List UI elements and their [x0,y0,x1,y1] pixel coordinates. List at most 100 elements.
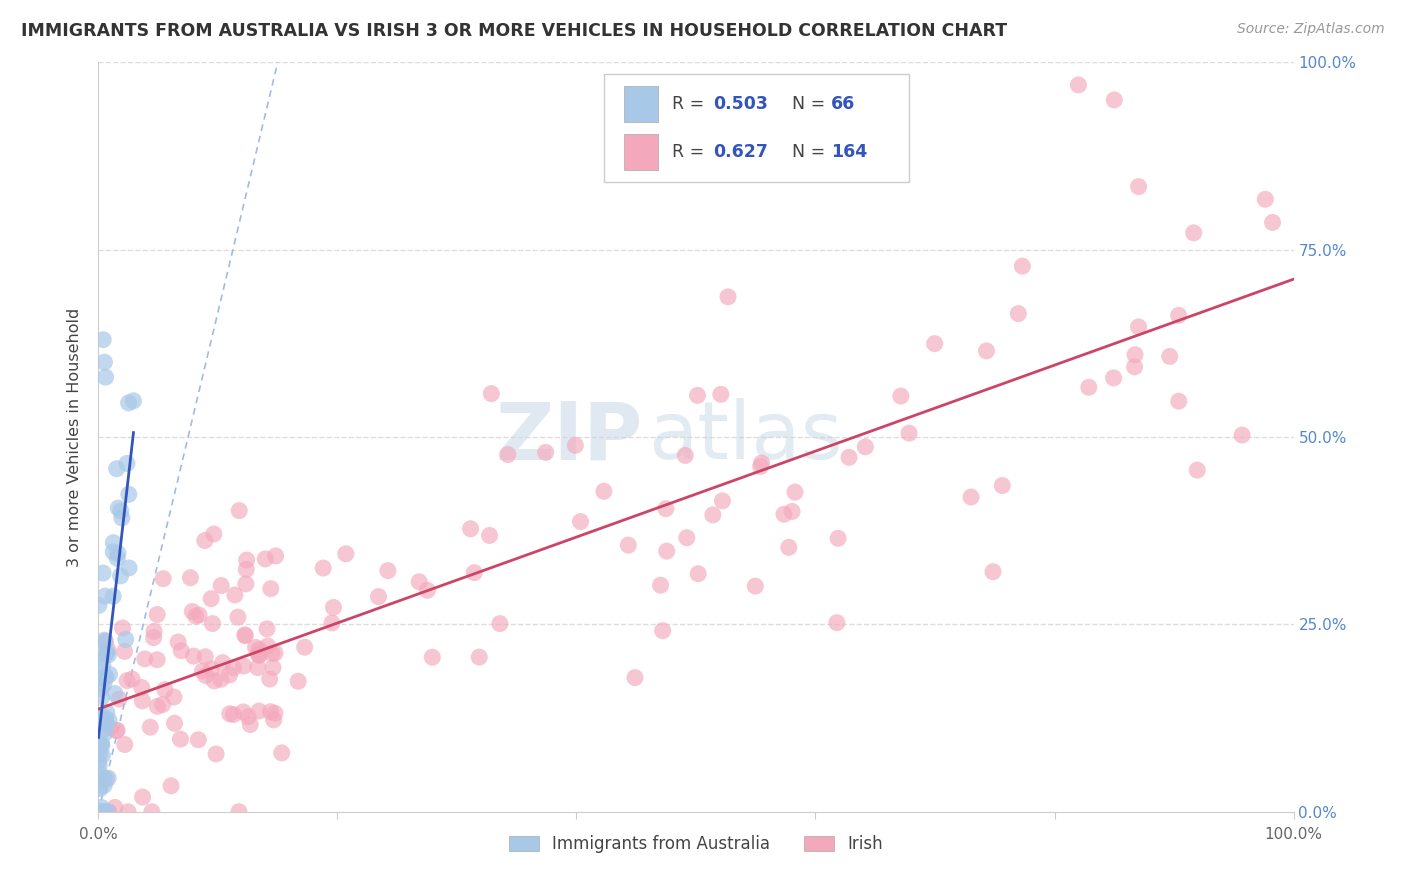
Point [218,706,240,721]
Point [890,389,912,403]
Point [377,564,399,578]
Point [247,704,270,718]
Point [247,642,270,657]
Point [183,649,205,664]
Point [114,738,136,752]
Point [117,805,139,819]
Point [118,487,141,501]
Point [146,699,169,714]
Text: ZIP: ZIP [495,398,643,476]
Point [93,633,115,648]
Point [93,771,115,785]
Point [184,609,207,624]
Point [89,781,111,796]
Point [226,610,249,624]
Point [489,616,512,631]
Point [93,778,115,792]
Point [105,723,128,738]
Point [783,485,806,500]
Point [93,355,115,369]
Point [121,672,143,686]
Point [91,671,114,685]
Point [94,715,117,730]
Point [104,800,127,814]
Text: N =: N = [792,143,831,161]
Point [91,333,114,347]
Point [200,591,222,606]
Point [1261,215,1284,229]
Point [1230,428,1253,442]
Point [780,504,803,518]
Point [91,671,114,685]
Point [94,726,117,740]
Point [90,737,112,751]
Point [256,639,278,653]
Point [111,511,134,525]
Point [169,732,191,747]
Point [825,615,848,630]
Point [321,615,343,630]
Point [191,664,214,678]
Point [239,717,262,731]
Point [87,599,110,613]
Point [1167,394,1189,409]
Text: atlas: atlas [648,398,842,476]
Point [218,668,240,682]
Text: N =: N = [792,95,831,113]
Legend: Immigrants from Australia, Irish: Immigrants from Australia, Irish [502,829,890,860]
Point [94,714,117,728]
Point [107,546,129,560]
Point [1104,93,1126,107]
Point [163,690,186,704]
Point [1128,319,1150,334]
Text: IMMIGRANTS FROM AUSTRALIA VS IRISH 3 OR MORE VEHICLES IN HOUSEHOLD CORRELATION C: IMMIGRANTS FROM AUSTRALIA VS IRISH 3 OR … [21,22,1007,40]
Point [222,661,245,675]
Point [103,589,125,603]
Point [87,780,110,794]
Bar [624,134,658,169]
Point [827,531,849,545]
Point [104,686,127,700]
Point [209,673,232,687]
Point [235,562,257,576]
Point [209,578,232,592]
Point [87,765,110,780]
Point [179,571,201,585]
Point [167,635,190,649]
Point [98,667,121,681]
Point [254,552,277,566]
Point [367,590,389,604]
Point [91,659,114,673]
Point [749,459,772,474]
Point [1011,259,1033,273]
Point [744,579,766,593]
Point [90,690,112,705]
Point [202,673,225,688]
Point [564,438,586,452]
Point [924,336,946,351]
Point [751,456,773,470]
Point [260,582,283,596]
Point [534,445,557,459]
Point [152,698,174,712]
Point [108,692,131,706]
Point [688,566,710,581]
Point [194,668,217,682]
Point [233,628,256,642]
Point [153,682,176,697]
Point [141,805,163,819]
Point [96,645,118,659]
Point [89,738,111,752]
Point [287,674,309,689]
Point [702,508,724,522]
Point [717,290,740,304]
Point [131,790,153,805]
Text: R =: R = [672,95,710,113]
Point [260,646,283,660]
Point [94,647,117,661]
Point [233,629,256,643]
Point [118,561,141,575]
Point [569,515,592,529]
Point [110,504,132,518]
Point [98,714,121,728]
